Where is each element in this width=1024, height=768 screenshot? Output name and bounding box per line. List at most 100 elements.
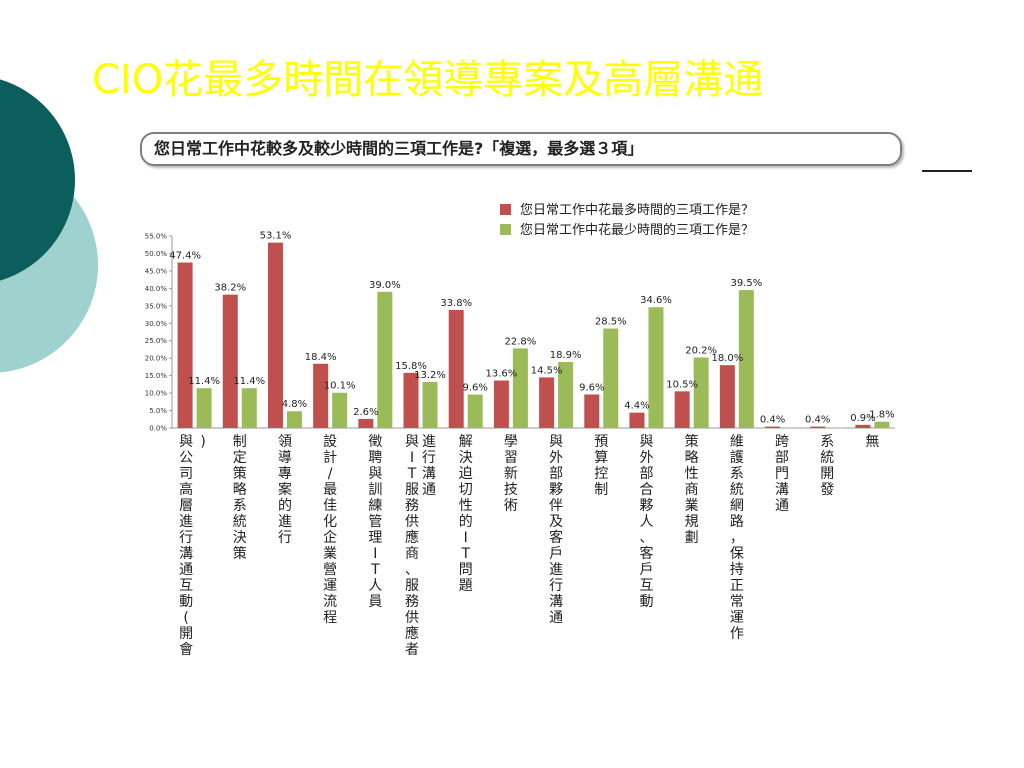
bar-least [603,328,619,428]
data-label: 4.8% [282,399,307,410]
data-label: 1.8% [869,410,894,421]
slide-title: CIO花最多時間在領導專案及高層溝通 [92,57,764,103]
data-label: 11.4% [188,376,220,387]
bar-most [584,394,600,428]
bar-most [493,380,509,428]
bar-least [241,388,257,428]
category-label-text: 無 [865,434,879,450]
y-tick-label: 55.0% [145,233,168,241]
category-label: 跨部門溝通 [775,434,789,514]
bar-most [855,424,871,428]
bar-most [674,391,690,428]
bar-least [196,388,212,428]
y-tick-label: 45.0% [145,267,168,275]
bar-least [467,394,483,428]
question-text: 您日常工作中花較多及較少時間的三項工作是?「複選，最多選３項」 [154,139,644,158]
bar-least [377,291,393,428]
category-label-text: 制定策略系統決策 [233,434,247,562]
legend-swatch [500,224,511,235]
category-label-text: 策略性商業規劃 [685,433,699,546]
category-label-text: 與 I T 服務供應商、服務供應者 [405,434,419,658]
bar-chart: 0.0% 5.0% 10.0% 15.0% 20.0% 25.0% 30.0% 35.0% 40… [145,202,895,658]
category-label: 設計/最佳化企業營運流程 [323,434,337,626]
y-tick-label: 0.0% [149,425,167,433]
bar-least [332,392,348,428]
category-label-text: 設計/最佳化企業營運流程 [323,434,337,626]
question-box: 您日常工作中花較多及較少時間的三項工作是?「複選，最多選３項」 [140,132,902,166]
category-label: 解決迫切性的 I T 問題 [459,434,473,594]
y-tick-label: 25.0% [145,337,168,345]
decorative-line [922,170,972,172]
category-label-text: 預算控制 [594,434,608,498]
data-label: 0.4% [760,415,785,426]
y-tick-label: 35.0% [145,302,168,310]
category-label: 制定策略系統決策 [233,434,247,562]
category-label-text: 系統開發 [820,434,834,498]
bar-most [719,365,735,428]
bar-least [738,290,754,428]
bar-least [422,381,438,428]
bar-least [693,357,709,428]
bar-least [784,427,800,428]
legend-label: 您日常工作中花最多時間的三項工作是？ [520,202,754,218]
bar-most [358,418,374,428]
bar-most [313,363,329,428]
data-label: 0.4% [805,415,830,426]
data-label: 39.0% [369,280,401,291]
category-label-text: 解決迫切性的 I T 問題 [459,434,473,594]
category-label-text: 與公司高層進行溝通互動(開會 [179,434,193,658]
data-label: 20.2% [685,345,717,356]
data-label: 4.4% [624,401,649,412]
data-label: 14.5% [531,365,563,376]
category-label: 學習新技術 [504,434,518,514]
data-label: 9.6% [579,382,604,393]
bar-most [810,426,826,428]
data-label: 13.6% [486,369,518,380]
category-label: 系統開發 [820,434,834,498]
y-tick-label: 15.0% [145,372,168,380]
y-tick-label: 30.0% [145,320,168,328]
data-label: 9.6% [463,382,488,393]
bar-least [558,362,574,428]
category-label-text: 領導專案的進行 [278,433,292,546]
legend-swatch [500,204,511,215]
category-layer: 與公司高層進行溝通互動(開會) 制定策略系統決策 領導專案的進行 設計/最佳化企業營運… [179,433,879,658]
bar-least [286,411,302,428]
category-label: 與公司高層進行溝通互動(開會) [179,434,206,658]
category-label-text: 進行溝通 [422,434,436,498]
bar-most [765,426,781,428]
category-label: 維護系統網路，保持正常運作 [730,434,744,642]
category-label: 預算控制 [594,434,608,498]
y-tick-label: 40.0% [145,285,168,293]
bar-most [222,294,238,428]
y-tick-label: 5.0% [149,407,167,415]
bar-least [512,348,528,428]
data-label: 18.4% [305,352,337,363]
category-label-text: 與外部夥伴及客戶進行溝通 [549,434,563,626]
data-label: 11.4% [233,376,265,387]
bar-least [648,307,664,428]
data-label: 47.4% [169,251,201,262]
category-label: 無 [865,434,879,450]
data-label: 0.9% [850,413,875,424]
bar-most [629,412,645,428]
category-label-text: 學習新技術 [504,434,518,514]
data-label: 38.2% [214,283,246,294]
bar-most [267,242,283,428]
y-tick-label: 20.0% [145,355,168,363]
category-label-text: 與外部合夥人、客戶互動 [639,434,653,610]
category-label-text: 徵聘與訓練管理 I T 人員 [368,434,382,610]
dark-teal-circle [0,79,75,281]
data-label: 10.1% [324,381,356,392]
data-label: 18.9% [550,350,582,361]
data-label: 22.8% [505,336,537,347]
data-label: 2.6% [353,407,378,418]
data-label: 53.1% [260,231,292,242]
category-label: 策略性商業規劃 [685,433,699,546]
bar-most [448,310,464,428]
category-label: 與外部夥伴及客戶進行溝通 [549,434,563,626]
legend: 您日常工作中花最多時間的三項工作是？ 您日常工作中花最少時間的三項工作是？ [500,202,754,238]
data-label: 28.5% [595,317,627,328]
